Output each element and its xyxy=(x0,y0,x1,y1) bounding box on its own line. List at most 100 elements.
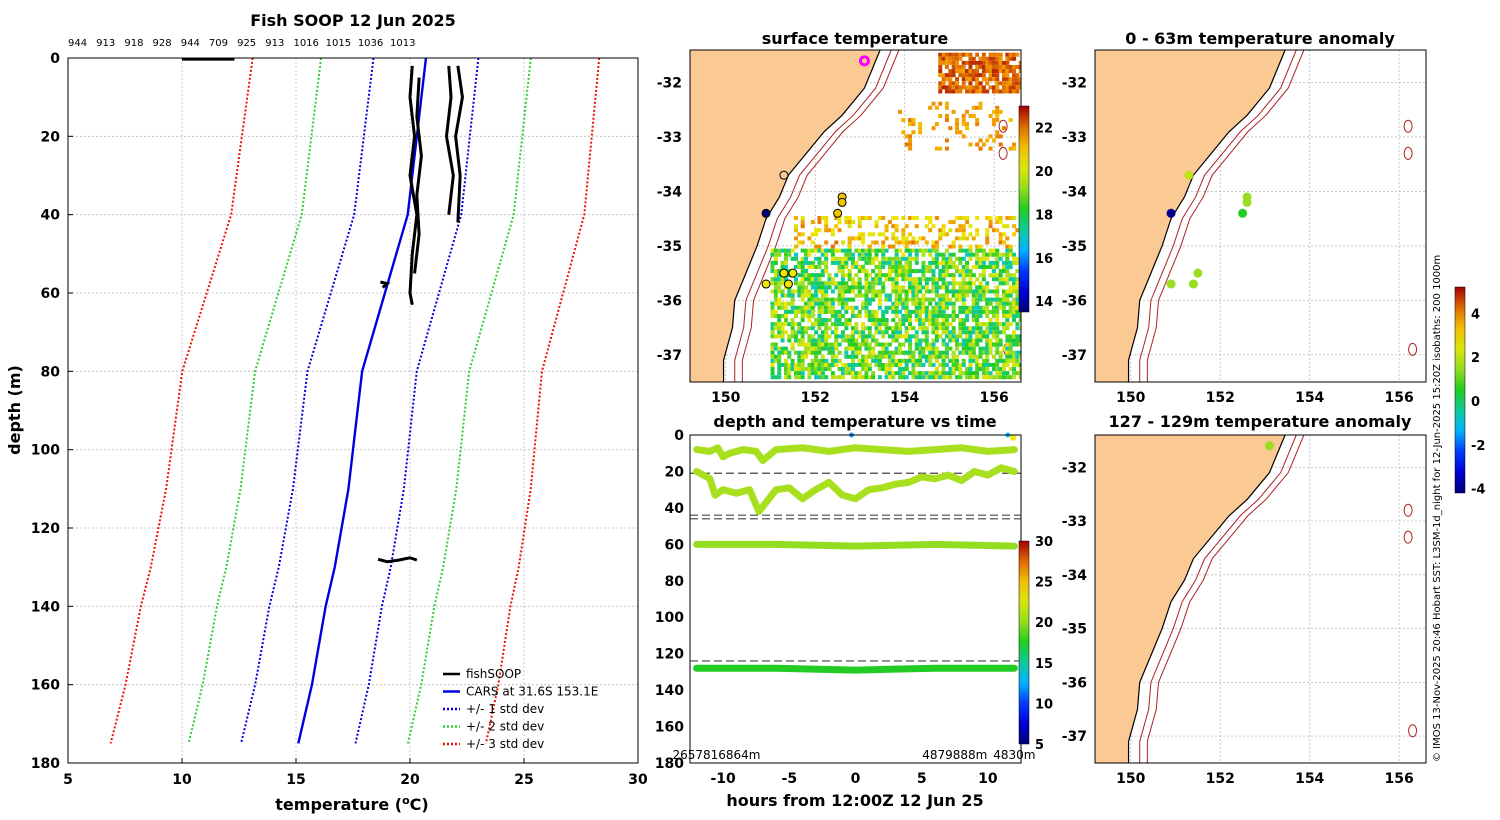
sst-pixel xyxy=(1012,342,1017,347)
sst-pixel xyxy=(904,318,909,323)
sst-pixel xyxy=(991,367,996,372)
sst-pixel xyxy=(1015,297,1020,302)
sst-pixel xyxy=(928,228,933,233)
sst-pixel xyxy=(975,297,980,302)
sst-pixel xyxy=(830,256,835,261)
sst-pixel xyxy=(820,342,825,347)
sst-pixel xyxy=(851,305,856,310)
sst-pixel xyxy=(827,346,832,351)
sst-pixel xyxy=(824,264,829,269)
sst-x-tick-label: 150 xyxy=(711,390,740,406)
sst-pixel xyxy=(971,77,976,82)
anomA-isobath-1000 xyxy=(1146,50,1305,382)
sst-land xyxy=(690,50,881,382)
sst-pixel xyxy=(861,334,866,339)
sst-pixel xyxy=(914,334,919,339)
sst-pixel xyxy=(968,232,973,237)
sst-pixel xyxy=(944,285,949,290)
sst-pixel xyxy=(894,277,899,282)
sst-pixel xyxy=(800,256,805,261)
sst-pixel xyxy=(810,248,815,253)
sst-pixel xyxy=(988,346,993,351)
sst-pixel xyxy=(884,293,889,298)
sst-pixel xyxy=(968,113,973,118)
sst-pixel xyxy=(851,297,856,302)
sst-pixel xyxy=(800,232,805,237)
sst-pixel xyxy=(1005,260,1010,265)
sst-pixel xyxy=(991,264,996,269)
sst-pixel xyxy=(817,277,822,282)
anomaly-127-129-panel: 127 - 129m temperature anomaly 150 152 154… xyxy=(1062,412,1427,787)
sst-pixel xyxy=(1001,375,1006,380)
sst-pixel xyxy=(911,362,916,367)
profile-top-label: 913 xyxy=(96,38,115,49)
anomB-isobath-200 xyxy=(1139,435,1297,763)
sst-pixel xyxy=(1001,371,1006,376)
sst-pixel xyxy=(978,64,983,69)
sst-pixel xyxy=(978,326,983,331)
sst-pixel xyxy=(911,281,916,286)
sst-pixel xyxy=(793,252,798,257)
sst-pixel xyxy=(777,362,782,367)
sst-pixel xyxy=(793,256,798,261)
sst-pixel xyxy=(887,256,892,261)
anomaly-0-63-marker xyxy=(1166,208,1176,218)
sst-pixel xyxy=(918,281,923,286)
sst-pixel xyxy=(941,313,946,318)
sst-pixel xyxy=(874,264,879,269)
sst-pixel xyxy=(770,322,775,327)
sst-pixel xyxy=(938,60,943,65)
profile-panel: Fish SOOP 12 Jun 2025 944 913 918 928 944 709… xyxy=(5,11,648,814)
sst-pixel xyxy=(1001,305,1006,310)
anomB-land xyxy=(1095,435,1286,763)
sst-pixel xyxy=(998,322,1003,327)
sst-pixel xyxy=(824,252,829,257)
sst-pixel xyxy=(1018,69,1021,74)
sst-pixel xyxy=(914,293,919,298)
sst-pixel xyxy=(978,89,983,94)
sst-pixel xyxy=(1015,358,1020,363)
sst-pixel xyxy=(921,277,926,282)
sst-pixel xyxy=(1008,346,1013,351)
sst-pixel xyxy=(998,52,1003,57)
sst-cbar-tick-label: 22 xyxy=(1035,122,1053,137)
sst-pixel xyxy=(955,334,960,339)
sst-pixel xyxy=(985,285,990,290)
sst-pixel xyxy=(837,228,842,233)
sst-pixel xyxy=(824,269,829,274)
sst-pixel xyxy=(840,330,845,335)
sst-pixel xyxy=(985,81,990,86)
sst-pixel xyxy=(837,256,842,261)
sst-pixel xyxy=(928,301,933,306)
sst-pixel xyxy=(914,248,919,253)
sst-pixel xyxy=(787,354,792,359)
sst-pixel xyxy=(914,313,919,318)
sst-pixel xyxy=(995,69,1000,74)
sst-pixel xyxy=(955,228,960,233)
sst-pixel xyxy=(854,338,859,343)
sst-pixel xyxy=(918,122,923,127)
sst-pixel xyxy=(1015,342,1020,347)
sst-pixel xyxy=(884,277,889,282)
sst-pixel xyxy=(897,346,902,351)
sst-pixel xyxy=(814,362,819,367)
sst-pixel xyxy=(810,338,815,343)
sst-pixel xyxy=(975,89,980,94)
sst-pixel xyxy=(961,358,966,363)
legend-label: +/- 1 std dev xyxy=(466,702,544,716)
sst-pixel xyxy=(988,350,993,355)
anomA-coastline xyxy=(1127,50,1286,382)
sst-pixel xyxy=(894,350,899,355)
sst-pixel xyxy=(840,273,845,278)
sst-pixel xyxy=(958,248,963,253)
sst-pixel xyxy=(881,346,886,351)
sst-pixel xyxy=(958,375,963,380)
profile-x-label: temperature (oC) xyxy=(275,794,428,814)
sst-pixel xyxy=(975,301,980,306)
sst-pixel xyxy=(881,216,886,220)
sst-pixel xyxy=(975,367,980,372)
sst-pixel xyxy=(981,260,986,265)
sst-pixel xyxy=(897,109,902,114)
sst-pixel xyxy=(834,334,839,339)
